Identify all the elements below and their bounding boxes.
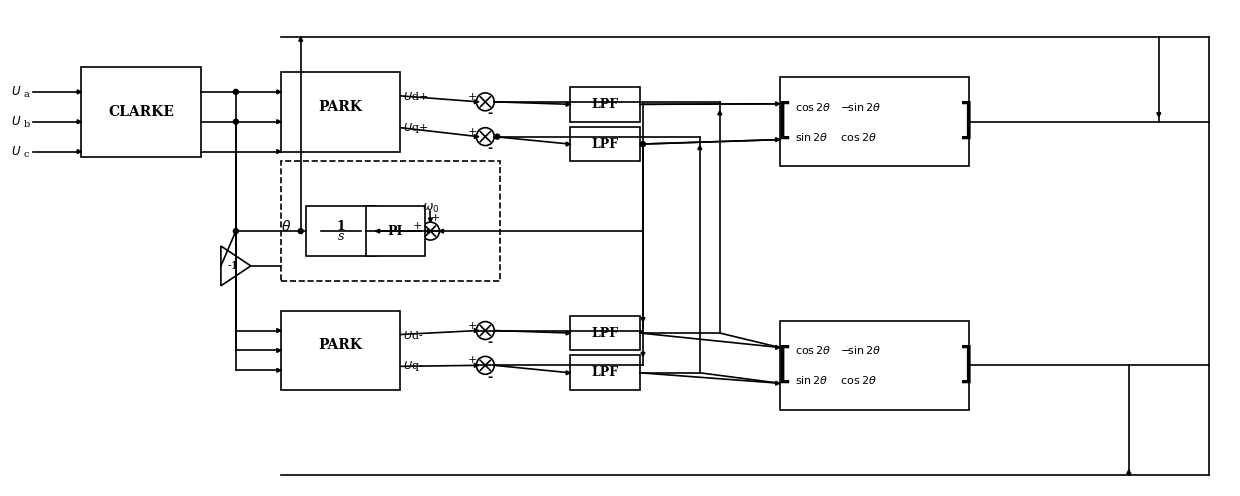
- Circle shape: [422, 222, 439, 240]
- Bar: [570, 87, 640, 122]
- Text: $\omega_0$: $\omega_0$: [422, 202, 439, 215]
- Text: -1: -1: [227, 261, 238, 271]
- Text: -: -: [487, 336, 492, 349]
- Text: s: s: [337, 230, 343, 243]
- Polygon shape: [277, 369, 280, 372]
- Text: $\cos 2\theta$   $-\!\sin 2\theta$: $\cos 2\theta$ $-\!\sin 2\theta$: [795, 101, 880, 113]
- Text: [: [: [776, 101, 792, 143]
- Text: $U$q+: $U$q+: [403, 121, 429, 135]
- Bar: [280, 72, 401, 152]
- Text: $U$d+: $U$d+: [403, 90, 429, 102]
- Bar: [780, 320, 970, 410]
- Polygon shape: [776, 102, 780, 106]
- Text: PARK: PARK: [319, 100, 362, 114]
- Polygon shape: [277, 120, 280, 124]
- Polygon shape: [567, 142, 570, 146]
- Text: -: -: [487, 371, 492, 384]
- Text: PI: PI: [388, 225, 403, 238]
- Text: PARK: PARK: [319, 338, 362, 353]
- Polygon shape: [277, 90, 280, 94]
- Text: +: +: [467, 355, 477, 366]
- Polygon shape: [277, 328, 280, 332]
- Circle shape: [299, 229, 304, 234]
- Text: [: [: [776, 344, 792, 386]
- Text: +: +: [413, 221, 422, 231]
- Polygon shape: [567, 371, 570, 375]
- Text: -: -: [487, 107, 492, 120]
- Bar: [570, 356, 640, 390]
- Text: LPF: LPF: [591, 326, 619, 340]
- Polygon shape: [567, 102, 570, 106]
- Text: +: +: [467, 92, 477, 102]
- Polygon shape: [425, 229, 429, 233]
- Text: LPF: LPF: [591, 367, 619, 379]
- Polygon shape: [439, 229, 444, 233]
- Bar: [570, 315, 640, 350]
- Circle shape: [476, 93, 495, 111]
- Text: LPF: LPF: [591, 98, 619, 111]
- Bar: [570, 126, 640, 162]
- Polygon shape: [277, 150, 280, 154]
- Circle shape: [640, 141, 646, 147]
- Polygon shape: [475, 100, 479, 104]
- Text: $U$d-: $U$d-: [403, 328, 424, 341]
- Polygon shape: [641, 353, 645, 357]
- Circle shape: [476, 357, 495, 374]
- Text: ]: ]: [959, 101, 975, 143]
- Polygon shape: [77, 120, 81, 124]
- Polygon shape: [77, 90, 81, 94]
- Bar: [780, 77, 970, 167]
- Text: $\sin 2\theta$    $\cos 2\theta$: $\sin 2\theta$ $\cos 2\theta$: [795, 130, 877, 143]
- Text: $\theta$: $\theta$: [280, 219, 291, 234]
- Polygon shape: [475, 364, 479, 368]
- Text: LPF: LPF: [591, 137, 619, 151]
- Polygon shape: [77, 150, 81, 154]
- Polygon shape: [776, 137, 780, 141]
- Circle shape: [233, 119, 238, 124]
- Text: a: a: [24, 90, 29, 99]
- Polygon shape: [718, 111, 722, 115]
- Polygon shape: [376, 229, 379, 233]
- Text: ]: ]: [959, 344, 975, 386]
- Polygon shape: [641, 317, 645, 321]
- Circle shape: [495, 134, 500, 139]
- Polygon shape: [776, 345, 780, 349]
- Text: -: -: [487, 142, 492, 155]
- Text: $U$: $U$: [11, 145, 22, 158]
- Polygon shape: [475, 134, 479, 138]
- Polygon shape: [1157, 113, 1161, 117]
- Circle shape: [233, 89, 238, 94]
- Circle shape: [233, 229, 238, 234]
- Text: +: +: [430, 213, 440, 223]
- Text: CLARKE: CLARKE: [108, 105, 174, 119]
- Bar: [306, 206, 376, 256]
- Circle shape: [476, 127, 495, 146]
- Text: $U$: $U$: [11, 115, 22, 128]
- Text: $U$: $U$: [11, 85, 22, 98]
- Polygon shape: [698, 146, 702, 150]
- Text: c: c: [24, 150, 29, 159]
- Polygon shape: [1127, 470, 1131, 474]
- Polygon shape: [475, 328, 479, 332]
- Bar: [280, 162, 500, 281]
- Text: $U$q-: $U$q-: [403, 359, 424, 373]
- Polygon shape: [567, 331, 570, 335]
- Polygon shape: [299, 37, 303, 41]
- Text: +: +: [467, 126, 477, 137]
- Bar: [280, 310, 401, 390]
- Text: +: +: [467, 320, 477, 330]
- Polygon shape: [277, 348, 280, 353]
- Text: $\sin 2\theta$    $\cos 2\theta$: $\sin 2\theta$ $\cos 2\theta$: [795, 374, 877, 386]
- Text: $\cos 2\theta$   $-\!\sin 2\theta$: $\cos 2\theta$ $-\!\sin 2\theta$: [795, 344, 880, 357]
- Polygon shape: [429, 218, 433, 222]
- Circle shape: [476, 321, 495, 339]
- Text: b: b: [24, 120, 30, 129]
- Bar: [81, 67, 201, 157]
- Text: 1: 1: [336, 220, 345, 233]
- Bar: [366, 206, 425, 256]
- Polygon shape: [776, 381, 780, 385]
